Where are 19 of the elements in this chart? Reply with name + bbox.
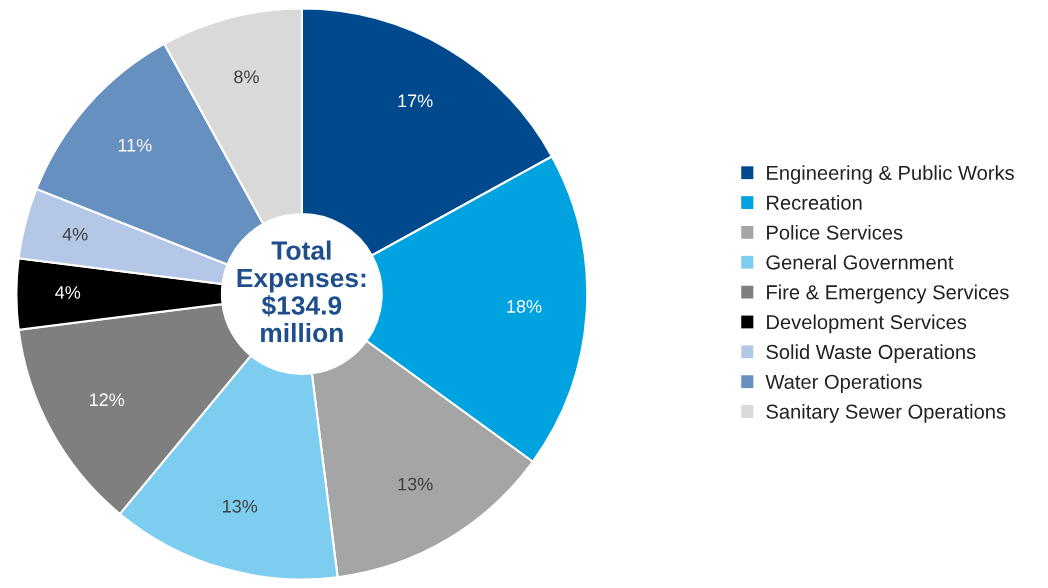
data-label: 17% <box>398 94 433 108</box>
data-label: 12% <box>90 393 125 407</box>
data-label: 8% <box>234 70 259 84</box>
legend-label: Water Operations <box>765 374 922 393</box>
text: Total Expenses: $134.9 million <box>237 240 366 343</box>
legend-label: Solid Waste Operations <box>766 344 976 364</box>
data-label: 11% <box>118 138 152 152</box>
data-label: 13% <box>223 499 258 513</box>
data-label: 13% <box>398 477 433 491</box>
legend-label: Development Services <box>767 314 967 334</box>
legend-label: General Government <box>766 254 954 270</box>
data-label: 4% <box>55 286 81 299</box>
legend-label: Police Services <box>767 224 903 240</box>
data-label: 18% <box>507 300 542 313</box>
data-label: 4% <box>62 227 88 241</box>
legend-label: Fire & Emergency Services <box>767 284 1009 304</box>
legend-label: Sanitary Sewer Operations <box>766 404 1006 423</box>
legend-label: Recreation <box>767 195 862 210</box>
legend-label: Engineering & Public Works <box>767 165 1014 184</box>
